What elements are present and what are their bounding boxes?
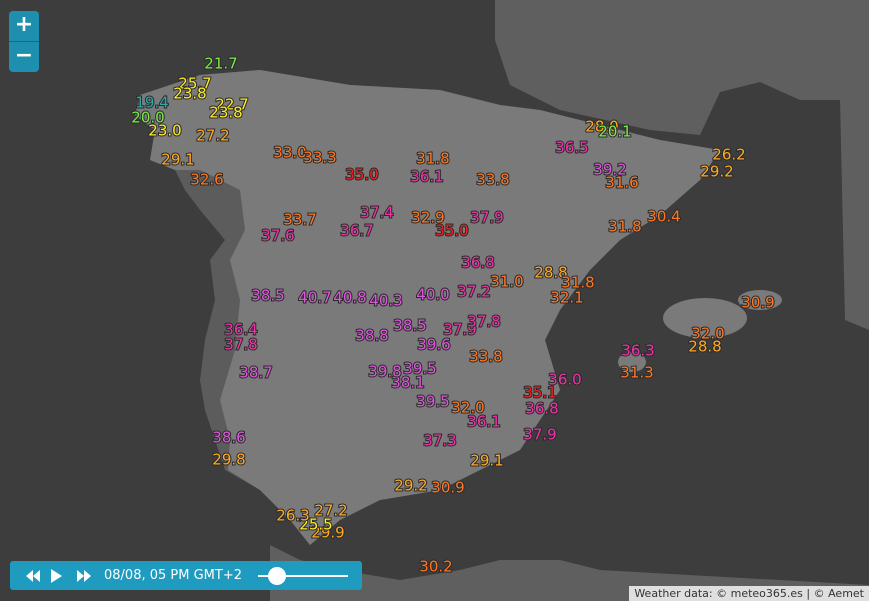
attribution: Weather data: © meteo365.es | © Aemet [629, 586, 869, 601]
temperature-label[interactable]: 40.8 [332, 288, 367, 308]
temperature-label[interactable]: 38.8 [354, 326, 389, 346]
temperature-label[interactable]: 32.6 [189, 170, 224, 190]
temperature-label[interactable]: 37.8 [223, 335, 258, 355]
temperature-label[interactable]: 36.0 [547, 370, 582, 390]
temperature-label[interactable]: 36.1 [466, 412, 501, 432]
island [663, 298, 747, 338]
temperature-label[interactable]: 23.8 [172, 84, 207, 104]
temperature-label[interactable]: 38.5 [250, 286, 285, 306]
temperature-label[interactable]: 20.1 [597, 122, 632, 142]
temperature-label[interactable]: 26.2 [711, 145, 746, 165]
temperature-label[interactable]: 29.2 [393, 476, 428, 496]
temperature-label[interactable]: 31.6 [604, 173, 639, 193]
temperature-label[interactable]: 38.7 [238, 363, 273, 383]
temperature-label[interactable]: 25.7 [177, 74, 212, 94]
temperature-label[interactable]: 20.0 [130, 108, 165, 128]
temperature-label[interactable]: 29.9 [310, 523, 345, 543]
temperature-label[interactable]: 30.9 [740, 293, 775, 313]
temperature-label[interactable]: 33.8 [468, 347, 503, 367]
temperature-label[interactable]: 35.1 [522, 383, 557, 403]
temperature-label[interactable]: 33.7 [282, 210, 317, 230]
temperature-label[interactable]: 37.8 [466, 312, 501, 332]
temperature-label[interactable]: 40.7 [297, 288, 332, 308]
temperature-label[interactable]: 31.8 [415, 149, 450, 169]
play[interactable] [51, 569, 62, 583]
temperature-label[interactable]: 28.8 [687, 337, 722, 357]
temperature-label[interactable]: 28.8 [533, 263, 568, 283]
temperature-label[interactable]: 33.3 [302, 148, 337, 168]
temperature-label[interactable]: 36.5 [554, 138, 589, 158]
temperature-label[interactable]: 23.0 [147, 121, 182, 141]
labels: 21.725.723.819.420.023.022.723.827.229.1… [130, 54, 775, 577]
temperature-label[interactable]: 30.9 [430, 478, 465, 498]
temperature-label[interactable]: 31.3 [619, 363, 654, 383]
island [618, 352, 646, 372]
land-france [495, 0, 869, 330]
temperature-label[interactable]: 40.0 [415, 285, 450, 305]
temperature-label[interactable]: 36.7 [339, 221, 374, 241]
zoom-in[interactable]: + [14, 12, 34, 37]
temperature-label[interactable]: 29.1 [160, 150, 195, 170]
temperature-label[interactable]: 37.2 [456, 282, 491, 302]
slider-handle[interactable] [268, 567, 286, 585]
temperature-label[interactable]: 36.8 [524, 399, 559, 419]
temperature-label[interactable]: 23.8 [208, 103, 243, 123]
temperature-label[interactable]: 37.6 [260, 226, 295, 246]
temperature-label[interactable]: 29.2 [699, 162, 734, 182]
temperature-label[interactable]: 32.0 [450, 398, 485, 418]
temperature-label[interactable]: 30.4 [646, 207, 681, 227]
temperature-label[interactable]: 38.5 [392, 316, 427, 336]
temperature-label[interactable]: 39.5 [415, 392, 450, 412]
time-label: 08/08, 05 PM GMT+2 [104, 568, 242, 583]
temperature-label[interactable]: 37.9 [442, 320, 477, 340]
temperature-label[interactable]: 26.3 [275, 506, 310, 526]
zoom-control: + − [9, 11, 39, 72]
temperature-label[interactable]: 33.8 [475, 170, 510, 190]
temperature-label[interactable]: 33.0 [272, 143, 307, 163]
temperature-label[interactable]: 27.2 [195, 126, 230, 146]
temperature-label[interactable]: 38.6 [211, 428, 246, 448]
temperature-label[interactable]: 39.5 [402, 359, 437, 379]
temperature-label[interactable]: 39.2 [592, 160, 627, 180]
rewind[interactable] [26, 570, 40, 582]
temperature-label[interactable]: 37.9 [469, 208, 504, 228]
zoom-out[interactable]: − [9, 41, 39, 72]
temperature-label[interactable]: 29.8 [211, 450, 246, 470]
forward[interactable] [77, 570, 91, 582]
temperature-label[interactable]: 32.1 [549, 288, 584, 308]
temperature-label[interactable]: 31.8 [560, 273, 595, 293]
temperature-label[interactable]: 39.8 [367, 362, 402, 382]
temperature-label[interactable]: 35.0 [344, 165, 379, 185]
temperature-label[interactable]: 37.3 [422, 431, 457, 451]
temperature-label[interactable]: 32.0 [690, 324, 725, 344]
temperature-label[interactable]: 36.3 [620, 341, 655, 361]
temperature-label[interactable]: 37.9 [522, 425, 557, 445]
temperature-label[interactable]: 40.3 [368, 291, 403, 311]
land-spain [135, 70, 720, 545]
island [738, 290, 782, 310]
temperature-label[interactable]: 37.4 [359, 203, 394, 223]
player: 08/08, 05 PM GMT+2 [10, 561, 362, 590]
temperature-label[interactable]: 39.6 [416, 335, 451, 355]
temperature-label[interactable]: 35.0 [434, 221, 469, 241]
temperature-label[interactable]: 27.2 [313, 501, 348, 521]
temperature-label[interactable]: 22.7 [214, 95, 249, 115]
temperature-label[interactable]: 38.1 [390, 373, 425, 393]
temperature-label[interactable]: 31.0 [489, 272, 524, 292]
temperature-label[interactable]: 25.5 [298, 515, 333, 535]
temperature-label[interactable]: 21.7 [203, 54, 238, 74]
temperature-label[interactable]: 36.1 [409, 167, 444, 187]
temperature-label[interactable]: 31.8 [607, 217, 642, 237]
temperature-label[interactable]: 29.1 [469, 451, 504, 471]
temperature-label[interactable]: 30.2 [418, 557, 453, 577]
player-icons [26, 567, 348, 585]
temperature-label[interactable]: 19.4 [134, 93, 169, 113]
temperature-label[interactable]: 32.9 [410, 208, 445, 228]
temperature-label[interactable]: 36.4 [223, 320, 258, 340]
temperature-label[interactable]: 28.0 [584, 117, 619, 137]
temperature-label[interactable]: 36.8 [460, 253, 495, 273]
